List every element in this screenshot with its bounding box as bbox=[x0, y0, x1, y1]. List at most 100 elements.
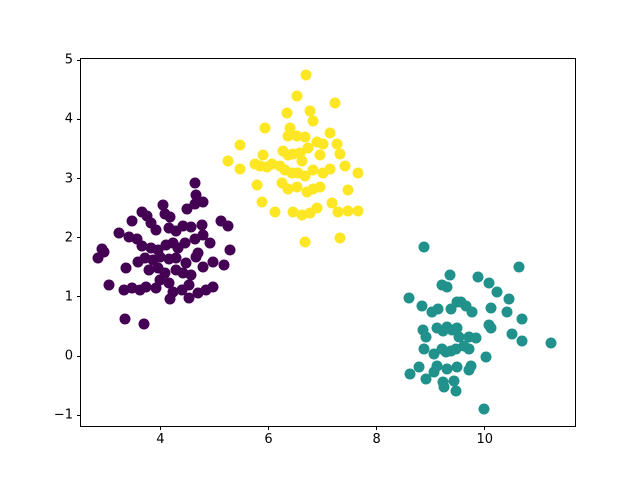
data-point bbox=[177, 220, 189, 232]
data-point bbox=[448, 375, 460, 387]
data-point bbox=[143, 264, 155, 276]
data-point bbox=[444, 269, 456, 281]
data-point bbox=[132, 256, 144, 268]
data-point bbox=[291, 130, 303, 142]
data-point bbox=[189, 233, 200, 245]
data-point bbox=[413, 361, 425, 373]
data-point bbox=[256, 196, 268, 208]
data-point bbox=[418, 343, 430, 355]
data-point bbox=[428, 348, 440, 360]
data-point bbox=[307, 164, 319, 176]
data-point bbox=[431, 360, 443, 372]
data-point bbox=[352, 205, 364, 217]
data-point bbox=[436, 279, 447, 291]
data-point bbox=[160, 239, 172, 251]
data-point bbox=[286, 167, 298, 179]
data-point bbox=[472, 271, 484, 283]
data-point bbox=[234, 163, 246, 174]
data-point bbox=[150, 282, 162, 294]
y-tick-label: 4 bbox=[64, 111, 73, 127]
data-point bbox=[167, 286, 179, 298]
data-point bbox=[506, 328, 518, 340]
data-point bbox=[445, 303, 457, 315]
data-point bbox=[292, 167, 304, 179]
data-point bbox=[113, 227, 125, 239]
data-point bbox=[215, 215, 227, 227]
data-point bbox=[294, 147, 306, 159]
data-point bbox=[170, 252, 182, 264]
data-point bbox=[150, 224, 162, 236]
data-point bbox=[136, 206, 148, 218]
y-tick-label: 2 bbox=[64, 230, 73, 246]
data-point bbox=[329, 97, 341, 109]
plot-area: 4 6 8 10 −1 0 1 2 3 4 5 bbox=[54, 54, 576, 446]
data-point bbox=[254, 160, 266, 172]
data-point bbox=[451, 361, 463, 373]
x-tick-label: 4 bbox=[156, 432, 165, 447]
data-point bbox=[450, 343, 462, 355]
data-point bbox=[282, 183, 294, 195]
data-point bbox=[200, 284, 212, 296]
data-point bbox=[163, 222, 175, 234]
data-point bbox=[304, 105, 316, 117]
y-tick-label: 1 bbox=[64, 289, 73, 305]
data-point bbox=[164, 293, 176, 305]
data-point bbox=[352, 167, 364, 179]
data-point bbox=[251, 179, 263, 191]
data-point bbox=[172, 242, 184, 254]
data-point bbox=[154, 251, 166, 263]
data-point bbox=[478, 403, 490, 415]
data-point bbox=[185, 221, 197, 233]
data-point bbox=[428, 366, 440, 378]
data-point bbox=[222, 155, 234, 167]
data-point bbox=[296, 209, 308, 221]
data-point bbox=[317, 138, 329, 150]
data-point bbox=[463, 331, 475, 343]
data-point bbox=[416, 300, 427, 312]
data-point bbox=[134, 284, 146, 296]
data-point bbox=[197, 196, 209, 208]
data-point bbox=[302, 142, 314, 154]
data-point bbox=[224, 244, 236, 256]
data-point bbox=[513, 261, 525, 273]
data-point bbox=[197, 261, 209, 273]
data-point bbox=[314, 149, 326, 161]
data-point bbox=[164, 211, 176, 223]
data-point bbox=[403, 292, 415, 304]
data-point bbox=[190, 189, 202, 201]
data-point bbox=[420, 331, 432, 343]
data-point bbox=[181, 203, 193, 215]
y-tick bbox=[77, 414, 81, 416]
data-point bbox=[342, 184, 354, 196]
data-point bbox=[432, 303, 444, 315]
data-point bbox=[183, 292, 195, 304]
data-point bbox=[438, 381, 450, 393]
y-tick bbox=[77, 237, 81, 239]
data-point bbox=[138, 318, 150, 330]
data-point bbox=[291, 181, 303, 193]
data-point bbox=[339, 160, 351, 172]
data-point bbox=[163, 277, 175, 289]
y-tick bbox=[77, 355, 81, 357]
data-point bbox=[311, 202, 323, 214]
data-point bbox=[460, 300, 472, 312]
y-tick-label: 3 bbox=[64, 171, 73, 187]
data-point bbox=[234, 139, 246, 151]
data-point bbox=[189, 177, 200, 189]
data-point bbox=[282, 130, 294, 142]
data-point bbox=[152, 244, 164, 256]
data-point bbox=[501, 306, 513, 318]
data-point bbox=[503, 293, 515, 305]
x-tick-label: 6 bbox=[264, 432, 273, 447]
data-point bbox=[281, 107, 293, 119]
data-point bbox=[152, 262, 164, 274]
x-tick bbox=[484, 426, 486, 430]
data-point bbox=[450, 385, 462, 397]
data-point bbox=[126, 215, 138, 227]
data-point bbox=[259, 122, 271, 134]
data-point bbox=[491, 286, 503, 298]
data-point bbox=[123, 231, 135, 243]
data-point bbox=[299, 236, 311, 248]
data-point bbox=[185, 269, 197, 281]
